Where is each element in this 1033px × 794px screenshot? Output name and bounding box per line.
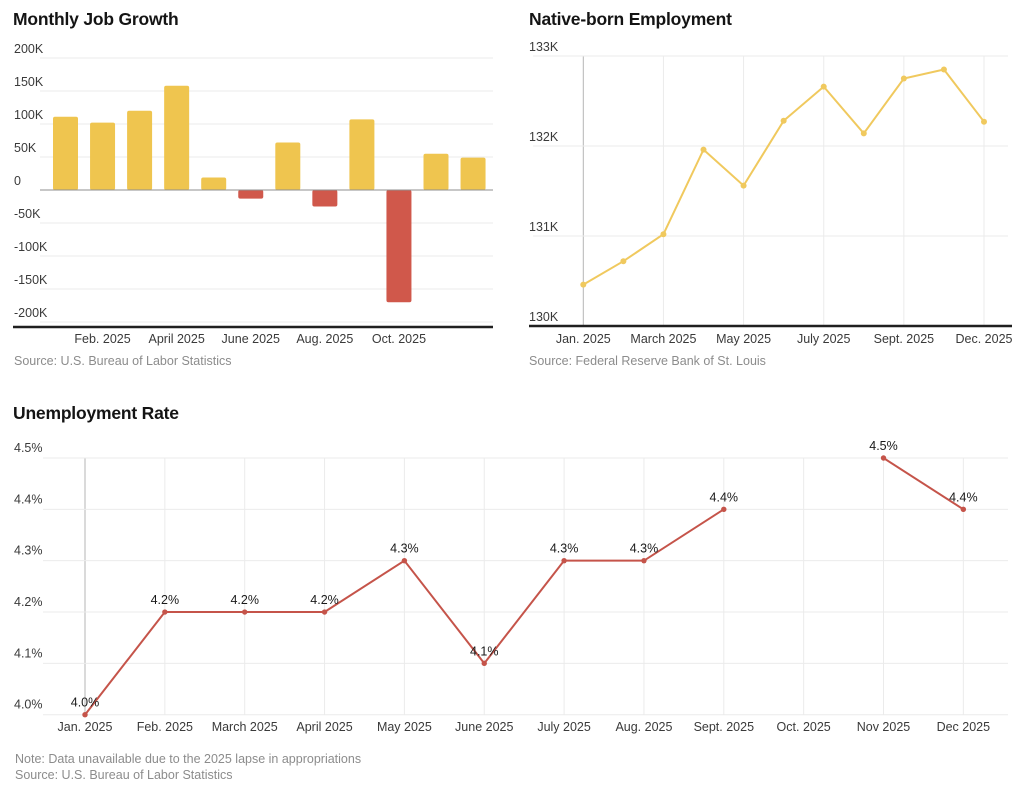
data-point-april-2025 [700, 146, 707, 153]
x-tick-label: April 2025 [149, 332, 205, 346]
data-point-nov-2025 [880, 455, 887, 461]
data-point-june-2025 [780, 117, 787, 124]
x-tick-label: Feb. 2025 [137, 720, 193, 734]
source-note-native-born: Source: Federal Reserve Bank of St. Loui… [529, 354, 766, 368]
footnote-unemployment: Note: Data unavailable due to the 2025 l… [15, 752, 362, 766]
x-tick-label: Nov 2025 [857, 720, 911, 734]
y-tick-label: 4.4% [14, 492, 43, 506]
y-tick-label: 200K [14, 42, 44, 56]
x-tick-label: Sept. 2025 [694, 720, 755, 734]
bar-feb-2025 [90, 122, 116, 190]
x-tick-label: Aug. 2025 [296, 332, 353, 346]
data-point-jan-2025 [82, 712, 88, 718]
point-label: 4.2% [230, 593, 259, 607]
y-tick-label: 131K [529, 220, 559, 234]
data-point-dec-2025 [960, 506, 967, 513]
data-point-jan-2025 [580, 281, 587, 288]
unemployment-series-line [882, 457, 964, 511]
y-tick-label: 100K [14, 108, 44, 122]
data-point-feb-2025 [162, 609, 168, 615]
bar-dec-2025 [460, 157, 486, 190]
data-point-feb-2025 [620, 258, 627, 265]
bar-march-2025 [127, 110, 153, 190]
bar-sept-2025 [349, 119, 375, 190]
point-label: 4.5% [869, 439, 898, 453]
data-point-april-2025 [321, 609, 328, 615]
data-point-sept-2025 [900, 75, 907, 82]
bar-aug-2025 [312, 190, 338, 207]
data-point-aug-2025 [860, 130, 867, 137]
x-tick-label: April 2025 [296, 720, 352, 734]
point-label: 4.0% [71, 696, 100, 710]
y-tick-label: -200K [14, 306, 48, 320]
y-tick-label: 4.3% [14, 544, 43, 558]
data-point-march-2025 [242, 609, 248, 615]
employment-series-line [582, 68, 985, 286]
data-point-may-2025 [740, 182, 747, 189]
y-tick-label: 0 [14, 174, 21, 188]
point-label: 4.1% [470, 644, 499, 658]
y-tick-label: 133K [529, 40, 559, 54]
y-tick-label: 4.2% [14, 595, 43, 609]
x-tick-label: July 2025 [797, 332, 851, 346]
bar-july-2025 [275, 142, 301, 190]
y-tick-label: 132K [529, 130, 559, 144]
x-tick-label: March 2025 [630, 332, 696, 346]
chart-title-unemployment: Unemployment Rate [13, 403, 179, 423]
data-point-dec-2025 [981, 118, 987, 125]
point-label: 4.4% [949, 490, 978, 504]
x-tick-label: Feb. 2025 [74, 332, 130, 346]
x-tick-label: Dec. 2025 [956, 332, 1013, 346]
x-tick-label: Sept. 2025 [874, 332, 935, 346]
chart-title-job-growth: Monthly Job Growth [13, 9, 179, 29]
y-tick-label: 150K [14, 75, 44, 89]
data-point-march-2025 [660, 231, 667, 238]
y-tick-label: 130K [529, 310, 559, 324]
point-label: 4.3% [630, 542, 659, 556]
y-tick-label: 4.1% [14, 646, 43, 660]
y-tick-label: -50K [14, 207, 41, 221]
point-label: 4.3% [390, 542, 419, 556]
data-point-nov-2025 [940, 66, 947, 73]
bar-may-2025 [201, 177, 227, 190]
data-point-may-2025 [401, 557, 408, 564]
x-tick-label: June 2025 [455, 720, 513, 734]
bar-nov-2025 [423, 153, 449, 190]
data-point-aug-2025 [641, 557, 647, 564]
x-tick-label: Jan. 2025 [556, 332, 611, 346]
x-tick-label: June 2025 [222, 332, 280, 346]
data-point-july-2025 [820, 83, 827, 90]
point-label: 4.2% [151, 593, 180, 607]
y-tick-label: -150K [14, 273, 48, 287]
bar-june-2025 [238, 190, 264, 199]
source-note-unemployment: Source: U.S. Bureau of Labor Statistics [15, 768, 233, 782]
x-tick-label: Oct. 2025 [372, 332, 426, 346]
point-label: 4.3% [550, 542, 579, 556]
y-tick-label: -100K [14, 240, 48, 254]
x-tick-label: Aug. 2025 [615, 720, 672, 734]
chart-title-native-born: Native-born Employment [529, 9, 732, 29]
y-tick-label: 4.5% [14, 441, 43, 455]
point-label: 4.4% [710, 490, 739, 504]
data-point-june-2025 [481, 660, 487, 667]
x-tick-label: Dec 2025 [937, 720, 991, 734]
data-point-july-2025 [561, 557, 567, 564]
x-tick-label: May 2025 [377, 720, 432, 734]
y-tick-label: 50K [14, 141, 37, 155]
x-tick-label: May 2025 [716, 332, 771, 346]
x-tick-label: March 2025 [212, 720, 278, 734]
x-tick-label: Oct. 2025 [777, 720, 831, 734]
y-tick-label: 4.0% [14, 698, 43, 712]
x-tick-label: July 2025 [537, 720, 591, 734]
data-point-sept-2025 [721, 506, 727, 513]
bar-jan-2025 [53, 116, 78, 190]
bar-april-2025 [164, 85, 190, 190]
source-note-job-growth: Source: U.S. Bureau of Labor Statistics [14, 354, 232, 368]
x-tick-label: Jan. 2025 [58, 720, 113, 734]
bar-oct-2025 [386, 190, 412, 303]
point-label: 4.2% [310, 593, 339, 607]
